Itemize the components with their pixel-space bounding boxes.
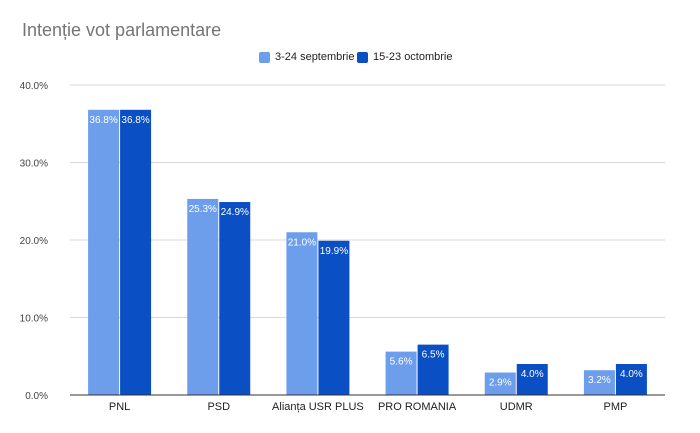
y-tick-label: 0.0%	[25, 391, 48, 402]
data-label: 6.5%	[422, 350, 445, 361]
bar	[88, 109, 120, 396]
legend-label-series-2: 15-23 octombrie	[373, 51, 453, 63]
data-label: 3.2%	[588, 375, 611, 386]
chart-legend: 3-24 septembrie 15-23 octombrie	[0, 51, 700, 67]
y-tick-label: 40.0%	[20, 81, 48, 92]
x-tick-label: PNL	[109, 401, 130, 413]
data-label: 36.8%	[121, 115, 149, 126]
data-label: 4.0%	[620, 369, 643, 380]
bar	[484, 372, 516, 395]
bar	[187, 198, 219, 395]
bar	[219, 202, 251, 395]
bar	[516, 364, 548, 395]
legend-swatch-series-2	[357, 51, 368, 63]
x-tick-label: Alianța USR PLUS	[272, 401, 364, 413]
x-tick-label: PMP	[603, 401, 627, 413]
data-label: 4.0%	[521, 369, 544, 380]
bar	[318, 240, 350, 395]
legend-label-series-1: 3-24 septembrie	[275, 51, 355, 63]
data-label: 24.9%	[221, 207, 249, 218]
data-label: 36.8%	[89, 115, 117, 126]
bar	[286, 232, 318, 395]
legend-item-series-2: 15-23 octombrie	[357, 51, 453, 63]
x-tick-label: PSD	[207, 401, 230, 413]
x-tick-label: UDMR	[500, 401, 533, 413]
x-tick-label: PRO ROMANIA	[378, 401, 457, 413]
data-label: 2.9%	[489, 378, 512, 389]
data-label: 25.3%	[189, 204, 217, 215]
data-label: 5.6%	[390, 357, 413, 368]
legend-swatch-series-1	[259, 51, 270, 63]
y-tick-label: 20.0%	[20, 236, 48, 247]
chart-title: Intenție vot parlamentare	[22, 20, 222, 40]
bar	[615, 364, 647, 395]
y-tick-label: 30.0%	[20, 159, 48, 170]
y-tick-label: 10.0%	[20, 314, 48, 325]
data-label: 21.0%	[288, 237, 316, 248]
bar	[120, 109, 152, 396]
bar	[385, 351, 417, 395]
data-label: 19.9%	[320, 246, 348, 257]
bar	[417, 344, 449, 395]
legend-item-series-1: 3-24 septembrie	[259, 51, 355, 63]
bar	[583, 370, 615, 395]
